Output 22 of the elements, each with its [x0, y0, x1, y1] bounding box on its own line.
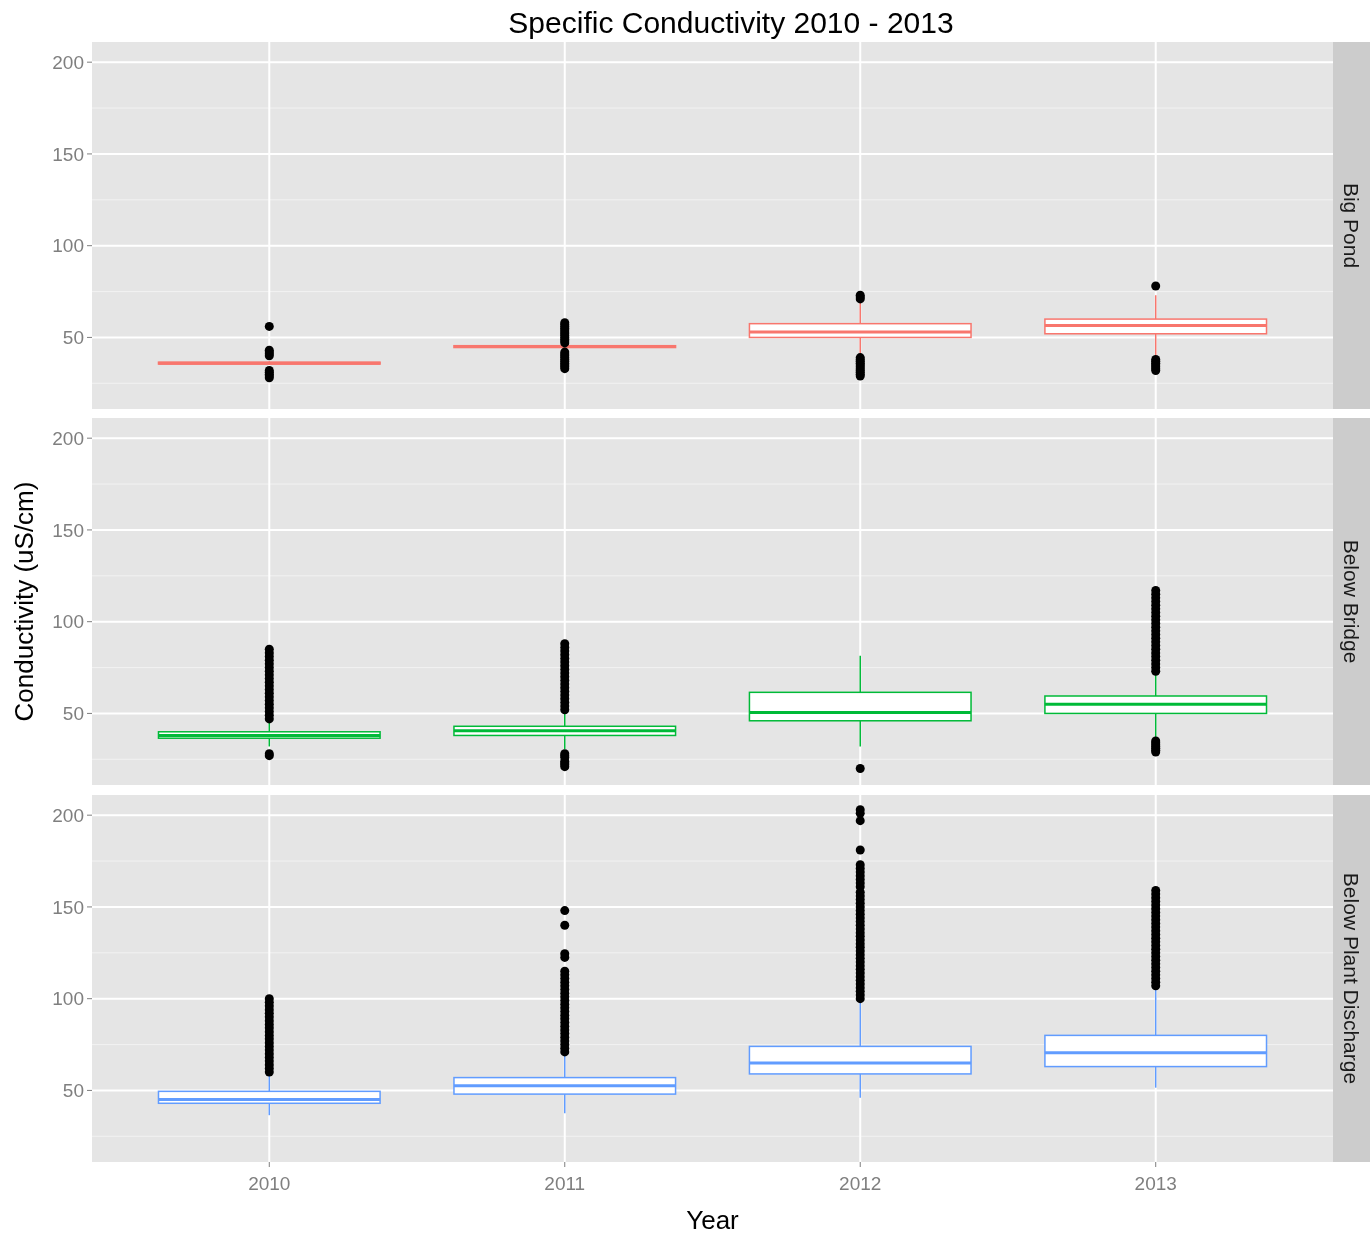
x-tick-label: 2012 [839, 1173, 882, 1194]
y-tick-label: 150 [52, 896, 84, 918]
chart-title: Specific Conductivity 2010 - 2013 [508, 6, 954, 39]
y-tick-label: 100 [52, 611, 84, 633]
x-tick-label: 2013 [1134, 1173, 1177, 1194]
text: Below Bridge [1340, 539, 1364, 664]
y-tick-label: 200 [52, 804, 84, 826]
y-tick-label: 200 [52, 427, 84, 449]
y-tick-label: 150 [52, 143, 84, 165]
x-axis-title: Year [686, 1205, 740, 1235]
x-tick-label: 2010 [248, 1173, 291, 1194]
text: Below Plant Discharge [1340, 872, 1364, 1085]
y-tick-label: 150 [52, 519, 84, 541]
x-tick-label: 2011 [544, 1173, 586, 1194]
y-tick-label: 100 [52, 235, 84, 257]
y-tick-label: 100 [52, 988, 84, 1010]
y-tick-label: 50 [62, 1080, 84, 1102]
y-axis-title: Conductivity (uS/cm) [9, 481, 39, 722]
text: Big Pond [1340, 182, 1364, 269]
y-tick-label: 200 [52, 51, 84, 73]
y-tick-label: 50 [62, 327, 84, 349]
y-tick-label: 50 [62, 703, 84, 725]
